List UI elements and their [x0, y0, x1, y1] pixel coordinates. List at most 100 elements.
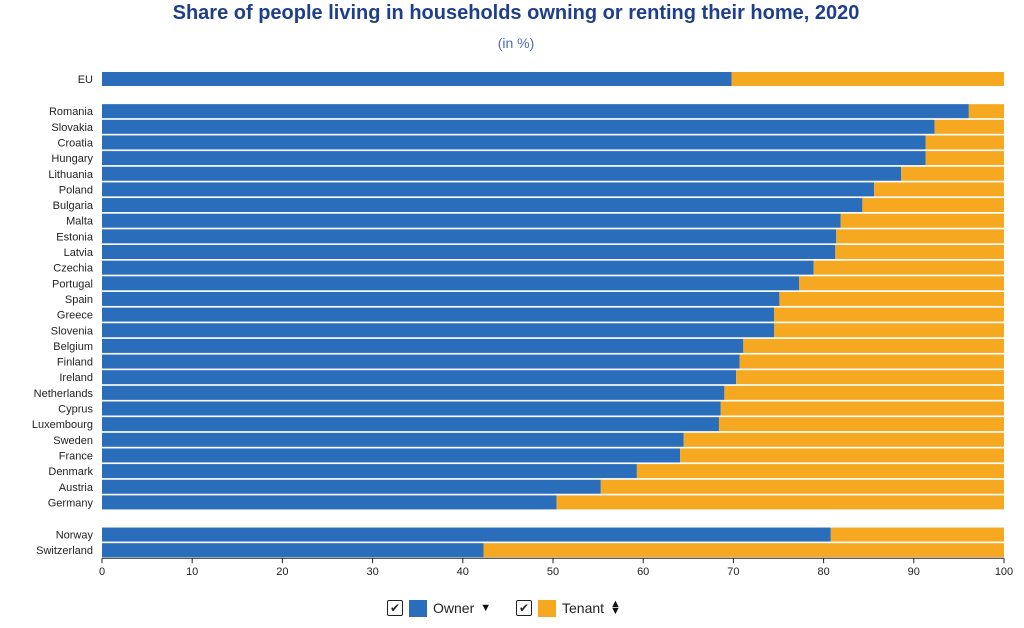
x-tick-label-50: 50: [547, 566, 559, 578]
bar-tenant-germany: [556, 495, 1004, 510]
category-label-sweden: Sweden: [53, 435, 93, 447]
category-label-slovenia: Slovenia: [51, 325, 94, 337]
category-label-bulgaria: Bulgaria: [53, 200, 94, 212]
category-label-germany: Germany: [48, 497, 94, 509]
bar-owner-eu: [102, 72, 732, 86]
bar-tenant-slovakia: [934, 119, 1004, 134]
x-tick-label-100: 100: [995, 566, 1013, 578]
category-label-latvia: Latvia: [64, 247, 94, 259]
bar-owner-lithuania: [102, 166, 902, 181]
bar-owner-france: [102, 448, 681, 463]
x-tick-label-0: 0: [99, 566, 105, 578]
bar-tenant-netherlands: [724, 385, 1004, 400]
bar-owner-estonia: [102, 229, 837, 244]
category-label-greece: Greece: [57, 310, 93, 322]
bar-owner-denmark: [102, 464, 637, 479]
legend-item-tenant[interactable]: ✔ Tenant ▲ ▼: [516, 597, 621, 619]
bar-owner-romania: [102, 104, 969, 119]
category-label-romania: Romania: [49, 106, 94, 118]
bar-tenant-lithuania: [901, 166, 1004, 181]
bar-owner-ireland: [102, 370, 737, 385]
bar-owner-norway: [102, 527, 831, 542]
bar-tenant-greece: [773, 307, 1004, 322]
bar-tenant-bulgaria: [862, 198, 1004, 213]
bar-owner-croatia: [102, 135, 926, 150]
category-label-switzerland: Switzerland: [36, 545, 93, 557]
bar-owner-hungary: [102, 151, 926, 166]
bar-tenant-spain: [779, 291, 1004, 306]
category-label-lithuania: Lithuania: [48, 169, 94, 181]
bar-owner-czechia: [102, 260, 814, 275]
bar-tenant-slovenia: [773, 323, 1004, 338]
bar-tenant-czechia: [813, 260, 1004, 275]
sort-both-icon[interactable]: ▲ ▼: [610, 598, 621, 617]
bar-tenant-sweden: [683, 432, 1004, 447]
bar-owner-switzerland: [102, 543, 484, 558]
bar-tenant-belgium: [743, 338, 1004, 353]
bar-owner-luxembourg: [102, 417, 719, 432]
bar-owner-greece: [102, 307, 774, 322]
legend-item-owner[interactable]: ✔ Owner ▼: [387, 597, 491, 619]
category-label-poland: Poland: [59, 184, 93, 196]
bar-owner-austria: [102, 479, 601, 494]
category-label-norway: Norway: [56, 530, 94, 542]
bar-tenant-romania: [968, 104, 1004, 119]
bar-owner-slovenia: [102, 323, 774, 338]
bar-tenant-luxembourg: [718, 417, 1004, 432]
x-tick-label-40: 40: [457, 566, 469, 578]
category-label-ireland: Ireland: [59, 372, 93, 384]
bar-tenant-estonia: [836, 229, 1004, 244]
legend: ✔ Owner ▼ ✔ Tenant ▲ ▼: [0, 597, 1024, 619]
bar-tenant-ireland: [736, 370, 1004, 385]
bar-tenant-malta: [840, 213, 1004, 228]
category-label-croatia: Croatia: [58, 137, 94, 149]
category-label-estonia: Estonia: [56, 231, 94, 243]
bar-owner-portugal: [102, 276, 800, 291]
bar-tenant-cyprus: [720, 401, 1004, 416]
category-label-belgium: Belgium: [53, 341, 93, 353]
bar-owner-netherlands: [102, 385, 725, 400]
category-label-eu: EU: [78, 74, 93, 86]
chart-subtitle: (in %): [497, 35, 535, 51]
legend-label-tenant: Tenant: [562, 600, 605, 616]
checkbox-tenant[interactable]: ✔: [516, 600, 532, 616]
bar-tenant-norway: [830, 527, 1004, 542]
checkbox-owner[interactable]: ✔: [387, 600, 403, 616]
bar-owner-malta: [102, 213, 841, 228]
category-label-cyprus: Cyprus: [58, 404, 93, 416]
bar-tenant-denmark: [636, 464, 1004, 479]
legend-label-owner: Owner: [433, 600, 475, 616]
category-label-denmark: Denmark: [48, 466, 93, 478]
bar-tenant-portugal: [799, 276, 1004, 291]
category-label-malta: Malta: [66, 216, 94, 228]
legend-swatch-tenant: [538, 599, 556, 617]
x-tick-label-10: 10: [186, 566, 198, 578]
category-label-austria: Austria: [59, 482, 94, 494]
bar-tenant-france: [680, 448, 1004, 463]
bar-owner-germany: [102, 495, 557, 510]
bar-owner-sweden: [102, 432, 684, 447]
bar-owner-belgium: [102, 338, 744, 353]
bar-owner-spain: [102, 291, 780, 306]
bar-tenant-hungary: [925, 151, 1004, 166]
bar-owner-latvia: [102, 245, 836, 259]
bar-tenant-switzerland: [483, 543, 1004, 558]
bar-tenant-poland: [874, 182, 1004, 197]
bar-owner-bulgaria: [102, 198, 863, 213]
category-label-france: France: [59, 450, 93, 462]
bar-tenant-austria: [600, 479, 1004, 494]
x-tick-label-70: 70: [727, 566, 739, 578]
x-tick-label-80: 80: [817, 566, 829, 578]
bar-owner-poland: [102, 182, 875, 197]
category-label-czechia: Czechia: [53, 263, 94, 275]
bar-owner-cyprus: [102, 401, 721, 416]
category-label-luxembourg: Luxembourg: [32, 419, 93, 431]
x-tick-label-60: 60: [637, 566, 649, 578]
legend-swatch-owner: [409, 599, 427, 617]
bar-tenant-eu: [731, 72, 1004, 86]
sort-down-icon[interactable]: ▼: [480, 601, 492, 614]
x-tick-label-90: 90: [908, 566, 920, 578]
bar-tenant-finland: [739, 354, 1004, 369]
bar-tenant-latvia: [835, 245, 1004, 259]
